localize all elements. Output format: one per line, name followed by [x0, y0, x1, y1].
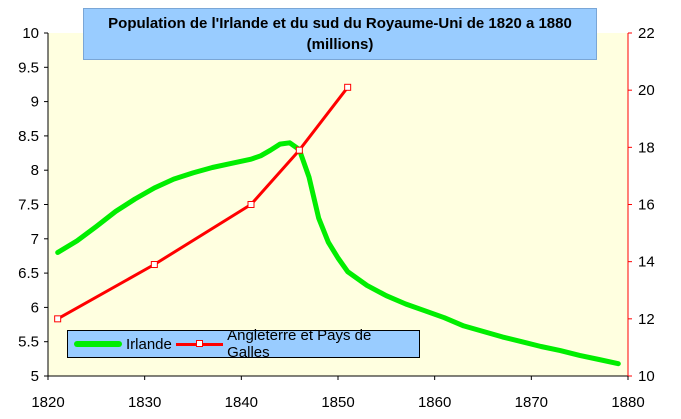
legend-marker-angleterre — [195, 339, 203, 347]
left-tick-label: 10 — [22, 25, 39, 42]
legend-item-angleterre: Angleterre et Pays de Galles — [175, 327, 415, 361]
left-tick-label: 7 — [31, 231, 39, 248]
plot-area — [48, 33, 628, 376]
left-tick-label: 9.5 — [18, 59, 39, 76]
left-tick-label: 9 — [31, 94, 39, 111]
legend-label-irlande: Irlande — [126, 335, 172, 353]
left-tick-label: 5.5 — [18, 334, 39, 351]
x-tick-label: 1880 — [611, 394, 644, 411]
legend-swatch-irlande — [74, 341, 122, 347]
right-tick-label: 10 — [638, 368, 655, 385]
right-tick-label: 12 — [638, 311, 655, 328]
right-tick-label: 22 — [638, 25, 655, 42]
x-tick-label: 1860 — [418, 394, 451, 411]
x-tick-label: 1820 — [31, 394, 64, 411]
legend-label-angleterre: Angleterre et Pays de Galles — [227, 327, 372, 361]
right-tick-label: 14 — [638, 254, 655, 271]
legend: Irlande Angleterre et Pays de Galles — [67, 327, 420, 361]
chart-title: Population de l'Irlande et du sud du Roy… — [108, 15, 572, 32]
left-tick-label: 8.5 — [18, 128, 39, 145]
right-tick-label: 20 — [638, 82, 655, 99]
data-point-angleterre — [295, 146, 303, 154]
right-tick-label: 16 — [638, 197, 655, 214]
data-point-angleterre — [247, 201, 255, 208]
chart-title-box: Population de l'Irlande et du sud du Roy… — [83, 8, 597, 60]
data-point-angleterre — [344, 83, 352, 91]
data-point-angleterre — [150, 261, 158, 269]
x-tick-label: 1840 — [225, 394, 258, 411]
left-tick-label: 8 — [31, 162, 39, 179]
legend-swatch-angleterre — [175, 339, 224, 347]
x-tick-label: 1850 — [321, 394, 354, 411]
chart-subtitle: (millions) — [306, 36, 374, 53]
data-point-angleterre — [54, 315, 62, 323]
series-line-irlande — [55, 140, 621, 367]
right-tick-label: 18 — [638, 139, 655, 156]
left-tick-label: 6.5 — [18, 265, 39, 282]
x-tick-label: 1830 — [128, 394, 161, 411]
legend-item-irlande: Irlande — [74, 336, 172, 353]
left-tick-label: 7.5 — [18, 197, 39, 214]
left-tick-label: 5 — [31, 368, 39, 385]
x-tick-label: 1870 — [515, 394, 548, 411]
left-tick-label: 6 — [31, 299, 39, 316]
